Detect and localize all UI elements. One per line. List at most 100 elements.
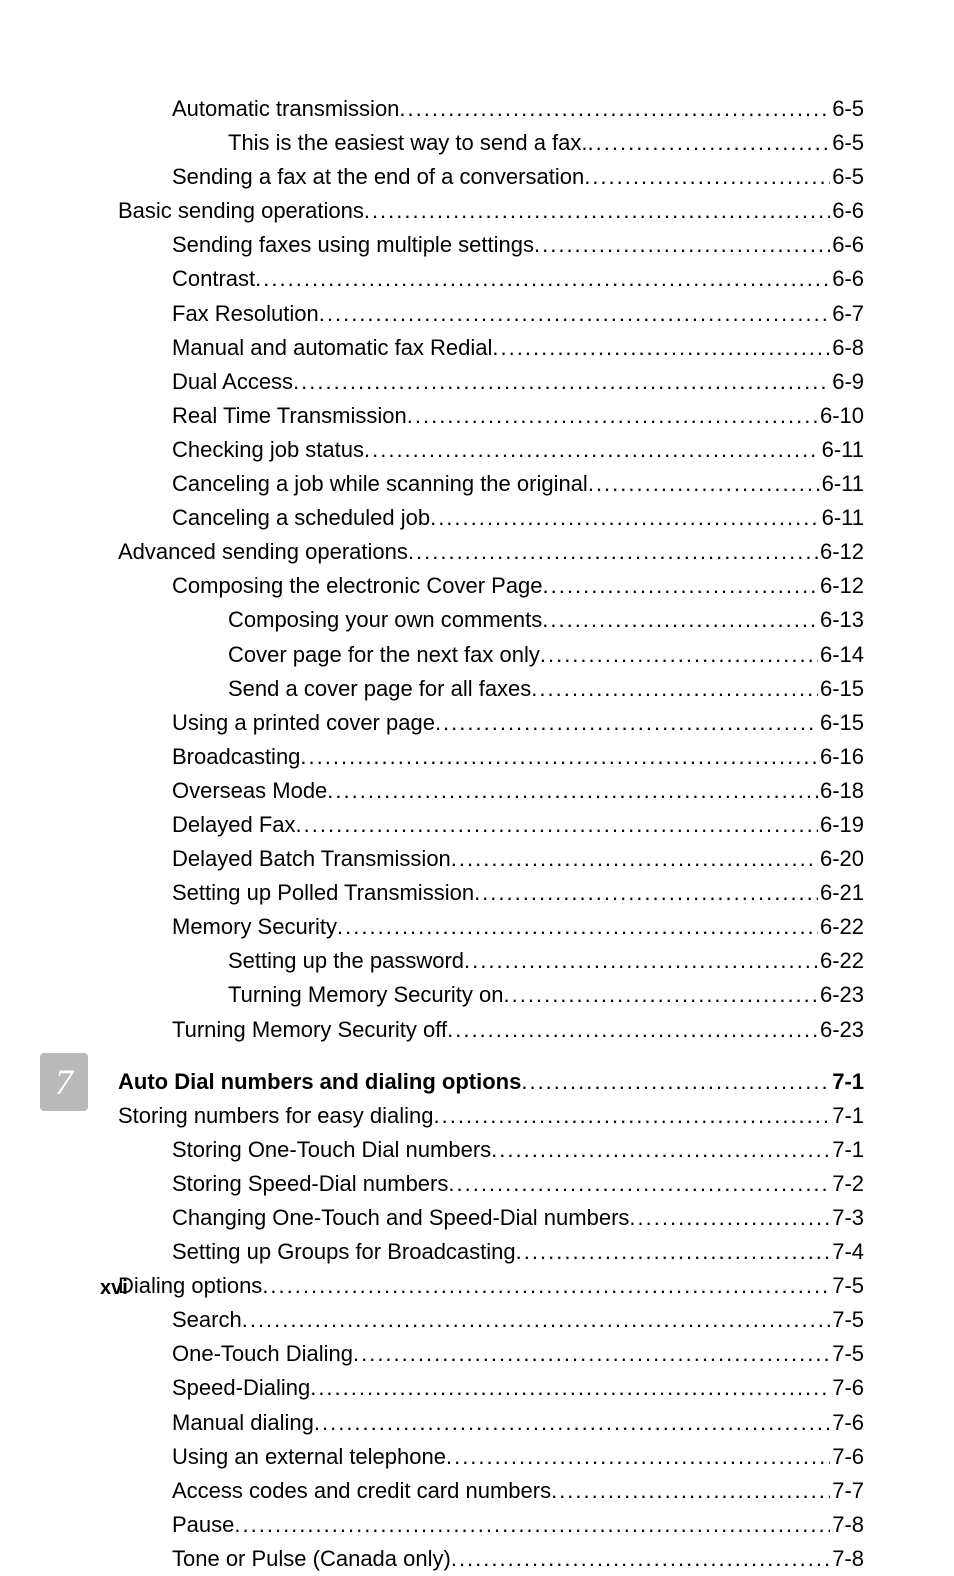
- toc-leader: [407, 399, 818, 433]
- toc-page: 6-14: [818, 638, 864, 672]
- toc-leader: [534, 228, 830, 262]
- toc-page: 7-7: [830, 1474, 864, 1508]
- toc-label: Real Time Transmission: [172, 399, 407, 433]
- toc-row: Setting up Groups for Broadcasting7-4: [100, 1235, 864, 1269]
- section-gap: [100, 1047, 864, 1065]
- toc-row: Sending faxes using multiple settings 6-6: [100, 228, 864, 262]
- toc-leader: [448, 1167, 830, 1201]
- chapter-number: 7: [55, 1061, 73, 1103]
- toc-leader: [293, 365, 830, 399]
- toc-row: Manual and automatic fax Redial 6-8: [100, 331, 864, 365]
- toc-label: Checking job status: [172, 433, 364, 467]
- toc-label: This is the easiest way to send a fax.: [228, 126, 588, 160]
- toc-page: 6-13: [818, 603, 864, 637]
- toc-row: Setting up the password 6-22: [100, 944, 864, 978]
- toc-leader: [516, 1235, 831, 1269]
- toc-row: Checking job status 6-11: [100, 433, 864, 467]
- toc-row: Delayed Batch Transmission6-20: [100, 842, 864, 876]
- toc-leader: [314, 1406, 830, 1440]
- toc-leader: [451, 1542, 830, 1576]
- toc-row: Manual dialing7-6: [100, 1406, 864, 1440]
- toc-page: 6-6: [830, 194, 864, 228]
- toc-row: Using an external telephone 7-6: [100, 1440, 864, 1474]
- toc-leader: [504, 978, 818, 1012]
- toc-page: 7-1: [830, 1133, 864, 1167]
- toc-leader: [310, 1371, 830, 1405]
- toc-page: 7-1: [830, 1065, 864, 1099]
- toc-page: 6-9: [830, 365, 864, 399]
- toc-row: Canceling a job while scanning the origi…: [100, 467, 864, 501]
- toc-row: Delayed Fax6-19: [100, 808, 864, 842]
- toc-label: Storing Speed-Dial numbers: [172, 1167, 448, 1201]
- toc-label: Advanced sending operations: [118, 535, 408, 569]
- toc-leader: [434, 1099, 831, 1133]
- toc-row: Automatic transmission6-5: [100, 92, 864, 126]
- toc-row: Cover page for the next fax only6-14: [100, 638, 864, 672]
- toc-page: 6-11: [820, 433, 864, 467]
- toc-label: Using a printed cover page: [172, 706, 435, 740]
- toc-leader: [296, 808, 818, 842]
- toc-page: 6-12: [818, 569, 864, 603]
- toc-leader: [464, 944, 818, 978]
- toc-leader: [451, 842, 818, 876]
- toc-row: Canceling a scheduled job6-11: [100, 501, 864, 535]
- toc-leader: [588, 126, 831, 160]
- toc-label: Sending faxes using multiple settings: [172, 228, 534, 262]
- toc-leader: [446, 1440, 830, 1474]
- toc-leader: [242, 1303, 830, 1337]
- toc-leader: [234, 1508, 830, 1542]
- toc-leader: [353, 1337, 830, 1371]
- toc-label: Fax Resolution: [172, 297, 319, 331]
- toc-page: 7-4: [830, 1235, 864, 1269]
- page: Automatic transmission6-5This is the eas…: [0, 0, 954, 1352]
- toc-page: 6-20: [818, 842, 864, 876]
- toc-label: Turning Memory Security on: [228, 978, 504, 1012]
- toc-page: 6-7: [830, 297, 864, 331]
- toc-label: Composing your own comments: [228, 603, 542, 637]
- toc-row: Broadcasting6-16: [100, 740, 864, 774]
- toc-leader: [491, 1133, 830, 1167]
- toc-leader: [262, 1269, 830, 1303]
- toc-label: Delayed Fax: [172, 808, 296, 842]
- toc-leader: [319, 297, 830, 331]
- toc-container: Automatic transmission6-5This is the eas…: [100, 92, 864, 1576]
- toc-leader: [588, 467, 820, 501]
- toc-label: Setting up the password: [228, 944, 464, 978]
- toc-page: 6-18: [818, 774, 864, 808]
- toc-page: 6-5: [830, 160, 864, 194]
- toc-page: 6-15: [818, 706, 864, 740]
- toc-page: 6-6: [830, 228, 864, 262]
- toc-leader: [447, 1013, 818, 1047]
- toc-label: Manual dialing: [172, 1406, 314, 1440]
- toc-row: Send a cover page for all faxes 6-15: [100, 672, 864, 706]
- toc-label: Contrast: [172, 262, 255, 296]
- toc-leader: [430, 501, 820, 535]
- toc-leader: [327, 774, 818, 808]
- toc-label: Manual and automatic fax Redial: [172, 331, 492, 365]
- toc-row: Storing Speed-Dial numbers7-2: [100, 1167, 864, 1201]
- toc-leader: [543, 569, 818, 603]
- toc-label: Pause: [172, 1508, 234, 1542]
- toc-leader: [531, 672, 818, 706]
- toc-label: Turning Memory Security off: [172, 1013, 447, 1047]
- toc-label: Composing the electronic Cover Page: [172, 569, 543, 603]
- toc-leader: [337, 910, 818, 944]
- toc-page: 7-5: [830, 1269, 864, 1303]
- toc-leader: [255, 262, 830, 296]
- toc-label: Storing One-Touch Dial numbers: [172, 1133, 491, 1167]
- toc-leader: [364, 433, 820, 467]
- toc-row: Composing your own comments 6-13: [100, 603, 864, 637]
- toc-label: Overseas Mode: [172, 774, 327, 808]
- toc-row: Memory Security6-22: [100, 910, 864, 944]
- toc-row: Storing One-Touch Dial numbers 7-1: [100, 1133, 864, 1167]
- toc-page: 7-8: [830, 1508, 864, 1542]
- toc-page: 6-23: [818, 1013, 864, 1047]
- toc-page: 7-3: [830, 1201, 864, 1235]
- toc-row: Auto Dial numbers and dialing options 7-…: [100, 1065, 864, 1099]
- toc-leader: [300, 740, 818, 774]
- toc-row: Storing numbers for easy dialing 7-1: [100, 1099, 864, 1133]
- toc-page: 6-11: [820, 467, 864, 501]
- toc-page: 7-8: [830, 1542, 864, 1576]
- toc-page: 6-21: [818, 876, 864, 910]
- toc-label: Basic sending operations: [118, 194, 364, 228]
